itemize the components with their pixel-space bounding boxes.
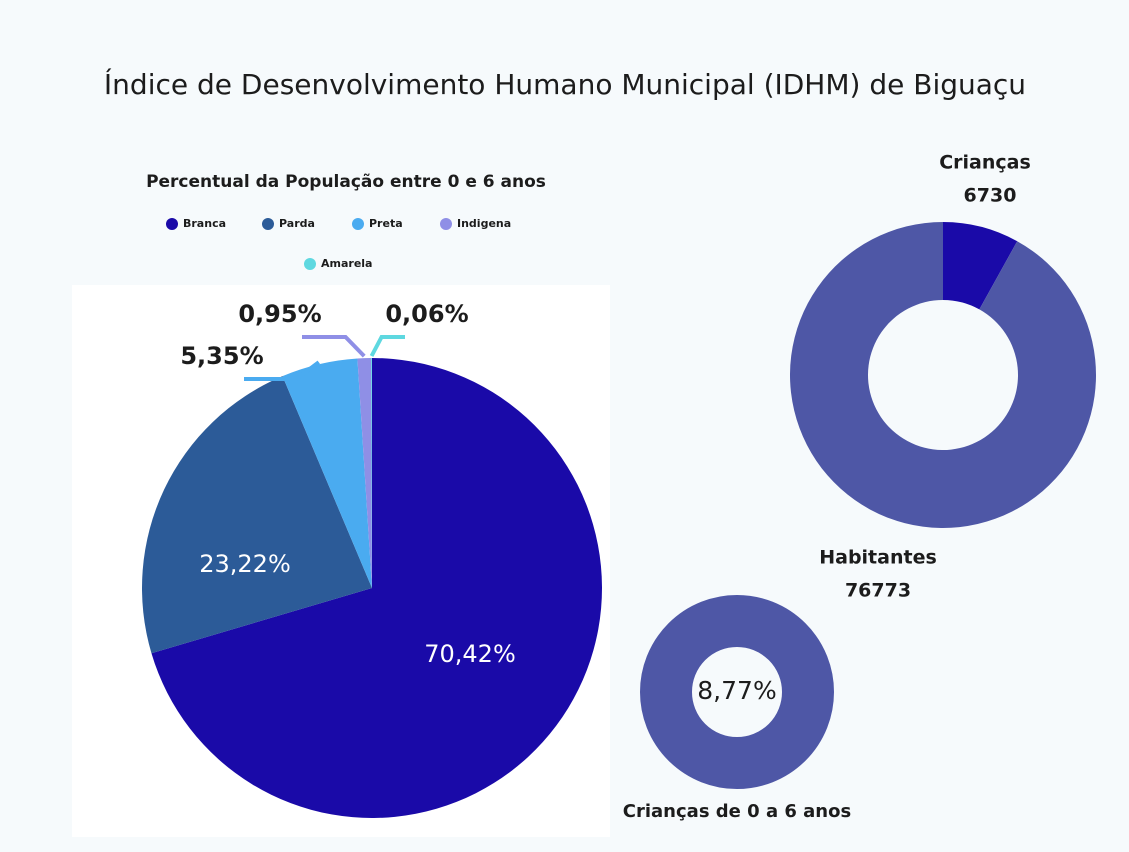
pie-value-label: 5,35% [180, 342, 263, 370]
pie-value-label: 0,06% [385, 300, 468, 328]
donut-value: 6730 [964, 185, 1017, 207]
legend-swatch [304, 258, 316, 270]
ring [640, 595, 834, 789]
donut-slice [943, 222, 1018, 310]
legend-label: Indigena [457, 217, 511, 230]
legend-swatch [262, 218, 274, 230]
pie-slice [357, 358, 372, 588]
page-title: Índice de Desenvolvimento Humano Municip… [104, 67, 1026, 101]
ring-value: 8,77% [697, 676, 776, 705]
pie-slice [142, 376, 372, 654]
donut-slice [790, 222, 1096, 528]
legend-label: Branca [183, 217, 226, 230]
legend-swatch [166, 218, 178, 230]
pie-slice [371, 358, 372, 588]
leader-line [244, 360, 320, 381]
pie-value-label: 0,95% [238, 300, 321, 328]
ring-label: Crianças de 0 a 6 anos [623, 801, 851, 822]
pie-value-label: 70,42% [424, 640, 516, 668]
pie-slice [282, 358, 372, 588]
legend-label: Parda [279, 217, 315, 230]
legend-swatch [352, 218, 364, 230]
leader-line [302, 335, 366, 358]
pie-slice [151, 358, 603, 818]
donut-category: Habitantes [819, 547, 937, 569]
pie-value-label: 23,22% [199, 550, 291, 578]
legend-swatch [440, 218, 452, 230]
legend-label: Preta [369, 217, 403, 230]
leader-line [369, 335, 405, 357]
legend-label: Amarela [321, 257, 372, 270]
donut-category: Crianças [939, 152, 1031, 174]
donut-value: 76773 [845, 580, 911, 602]
pie-title: Percentual da População entre 0 e 6 anos [146, 172, 546, 192]
